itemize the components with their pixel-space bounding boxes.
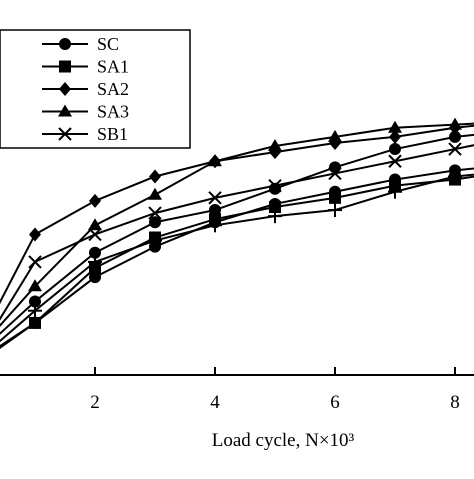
data-point	[268, 139, 282, 151]
legend-marker	[59, 60, 71, 73]
x-tick-label: 6	[330, 392, 340, 413]
data-point	[149, 169, 161, 184]
data-point	[269, 201, 281, 213]
series-sa3	[0, 117, 474, 327]
data-point	[89, 271, 101, 284]
x-tick-label: 8	[450, 392, 460, 413]
data-point	[209, 204, 221, 217]
series-sa1	[0, 173, 474, 348]
series-line	[0, 167, 474, 350]
data-point	[388, 154, 402, 168]
data-point	[28, 279, 42, 292]
data-point	[149, 216, 161, 229]
legend-marker	[59, 38, 71, 50]
data-point	[388, 184, 402, 199]
data-point	[29, 316, 41, 329]
data-point	[148, 233, 162, 248]
series-line	[0, 124, 474, 305]
data-point	[88, 218, 102, 231]
series-sc	[0, 164, 474, 350]
legend-item-sc: SC	[42, 34, 119, 54]
data-point	[328, 203, 342, 218]
data-point	[389, 129, 401, 144]
legend-marker	[59, 82, 71, 96]
legend-marker	[58, 127, 72, 141]
data-point	[208, 218, 222, 233]
data-point	[89, 193, 101, 208]
x-axis-title: Load cycle, N×10³	[212, 430, 355, 451]
legend-marker	[58, 104, 72, 117]
legend-box	[0, 29, 191, 149]
data-point	[88, 227, 102, 242]
series-unlabeled-5	[0, 169, 474, 343]
legend-item-sb1: SB1	[42, 124, 128, 144]
series-sb1	[0, 142, 474, 321]
data-point	[448, 169, 462, 184]
x-tick-label: 4	[210, 392, 220, 413]
legend-label: SC	[97, 34, 119, 54]
legend-item-sa1: SA1	[42, 57, 129, 77]
x-tick-label: 2	[90, 392, 100, 413]
data-point	[329, 191, 341, 204]
x-ticks: 2 4 6 8	[90, 367, 460, 413]
legend-label: SA1	[97, 57, 129, 77]
data-point	[328, 129, 342, 142]
legend-item-sa3: SA3	[42, 102, 129, 122]
plot-area	[0, 117, 474, 350]
data-point	[148, 187, 162, 200]
data-point	[208, 191, 222, 205]
data-point	[268, 209, 282, 224]
legend-label: SA3	[97, 102, 129, 122]
data-point	[28, 255, 42, 269]
data-point	[448, 117, 462, 130]
legend-item-sa2: SA2	[42, 79, 129, 99]
data-point	[449, 130, 461, 143]
data-point	[89, 246, 101, 259]
series-unlabeled-6	[0, 130, 474, 335]
legend-label: SB1	[97, 124, 128, 144]
data-point	[208, 154, 222, 167]
data-point	[29, 227, 41, 242]
data-point	[148, 206, 162, 220]
data-point	[388, 120, 402, 133]
legend-label: SA2	[97, 79, 129, 99]
data-point	[269, 182, 281, 195]
series-line	[0, 122, 474, 327]
data-point	[29, 295, 41, 308]
data-point	[329, 161, 341, 174]
data-point	[448, 142, 462, 156]
series-line	[0, 173, 474, 343]
series-line	[0, 144, 474, 321]
series-line	[0, 133, 474, 335]
data-point	[389, 143, 401, 156]
series-line	[0, 175, 474, 348]
